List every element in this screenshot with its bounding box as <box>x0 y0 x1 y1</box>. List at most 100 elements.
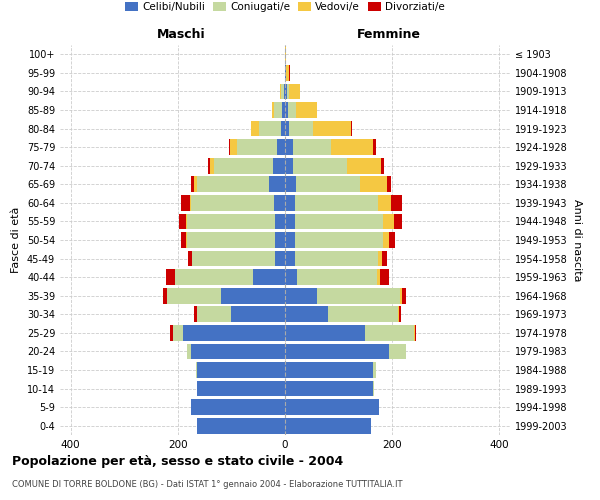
Bar <box>387 176 391 192</box>
Bar <box>186 214 187 230</box>
Bar <box>208 158 210 174</box>
Bar <box>285 380 373 396</box>
Text: Femmine: Femmine <box>356 28 421 41</box>
Bar <box>183 325 285 341</box>
Bar <box>285 306 328 322</box>
Bar <box>274 195 285 211</box>
Bar <box>181 195 190 211</box>
Bar <box>210 158 214 174</box>
Bar <box>360 176 387 192</box>
Bar <box>285 140 293 155</box>
Bar <box>394 214 402 230</box>
Bar <box>197 306 232 322</box>
Bar <box>373 140 376 155</box>
Bar <box>285 65 286 81</box>
Bar <box>251 120 259 136</box>
Bar <box>229 140 230 155</box>
Bar <box>377 250 382 266</box>
Bar <box>275 250 285 266</box>
Bar <box>285 102 287 118</box>
Bar <box>285 344 389 359</box>
Bar <box>273 158 285 174</box>
Bar <box>179 214 186 230</box>
Bar <box>295 250 377 266</box>
Bar <box>287 102 296 118</box>
Bar <box>188 250 193 266</box>
Bar <box>259 120 281 136</box>
Bar <box>187 214 275 230</box>
Bar <box>237 140 277 155</box>
Bar <box>351 120 352 136</box>
Bar <box>275 232 285 248</box>
Bar <box>285 418 371 434</box>
Bar <box>285 158 293 174</box>
Bar <box>289 84 300 100</box>
Text: Maschi: Maschi <box>157 28 206 41</box>
Bar <box>285 250 295 266</box>
Bar <box>272 102 274 118</box>
Bar <box>181 232 187 248</box>
Bar <box>328 306 398 322</box>
Bar <box>382 158 384 174</box>
Bar <box>295 195 377 211</box>
Bar <box>281 84 284 100</box>
Bar <box>297 269 377 285</box>
Bar <box>317 288 400 304</box>
Bar <box>285 120 289 136</box>
Bar <box>380 269 389 285</box>
Bar <box>191 344 285 359</box>
Bar <box>285 325 365 341</box>
Bar <box>166 269 175 285</box>
Bar <box>197 176 269 192</box>
Bar <box>285 46 286 62</box>
Bar <box>196 362 197 378</box>
Bar <box>173 325 183 341</box>
Bar <box>187 344 191 359</box>
Bar <box>413 325 415 341</box>
Bar <box>295 214 383 230</box>
Bar <box>285 399 379 415</box>
Bar <box>347 158 382 174</box>
Bar <box>230 140 237 155</box>
Bar <box>296 102 317 118</box>
Bar <box>193 250 275 266</box>
Bar <box>175 269 253 285</box>
Bar <box>194 176 197 192</box>
Bar <box>296 176 360 192</box>
Bar <box>221 288 285 304</box>
Bar <box>191 195 274 211</box>
Bar <box>285 288 317 304</box>
Bar <box>377 195 391 211</box>
Bar <box>285 232 295 248</box>
Bar <box>197 362 285 378</box>
Bar <box>163 288 167 304</box>
Bar <box>167 288 221 304</box>
Bar <box>383 214 394 230</box>
Bar <box>398 306 401 322</box>
Bar <box>400 288 402 304</box>
Bar <box>197 418 285 434</box>
Bar <box>277 140 285 155</box>
Bar <box>191 176 194 192</box>
Bar <box>187 232 275 248</box>
Y-axis label: Fasce di età: Fasce di età <box>11 207 21 273</box>
Bar <box>289 120 313 136</box>
Bar <box>283 102 285 118</box>
Legend: Celibi/Nubili, Coniugati/e, Vedovi/e, Divorziati/e: Celibi/Nubili, Coniugati/e, Vedovi/e, Di… <box>121 0 449 16</box>
Bar <box>415 325 416 341</box>
Bar <box>287 84 289 100</box>
Bar <box>190 195 191 211</box>
Bar <box>285 269 297 285</box>
Bar <box>382 250 388 266</box>
Bar <box>389 232 395 248</box>
Bar <box>295 232 383 248</box>
Bar <box>289 65 290 81</box>
Bar <box>275 214 285 230</box>
Text: COMUNE DI TORRE BOLDONE (BG) - Dati ISTAT 1° gennaio 2004 - Elaborazione TUTTITA: COMUNE DI TORRE BOLDONE (BG) - Dati ISTA… <box>12 480 403 489</box>
Bar <box>293 140 331 155</box>
Bar <box>274 102 283 118</box>
Bar <box>383 232 389 248</box>
Bar <box>285 214 295 230</box>
Bar <box>331 140 373 155</box>
Bar <box>253 269 285 285</box>
